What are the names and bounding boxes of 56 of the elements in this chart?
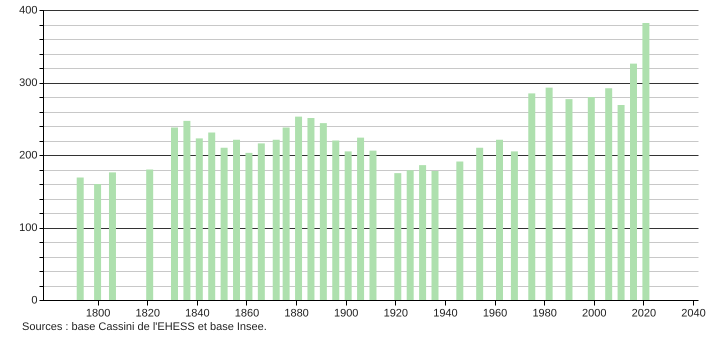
y-tick-label: 0 bbox=[31, 294, 38, 306]
bar bbox=[588, 97, 595, 300]
x-tick-label: 1940 bbox=[433, 308, 458, 320]
x-tick-label: 1840 bbox=[185, 308, 210, 320]
x-tick-label: 1900 bbox=[334, 308, 358, 320]
bar bbox=[220, 148, 228, 300]
bar bbox=[357, 138, 364, 300]
bar bbox=[419, 165, 426, 300]
bar bbox=[208, 132, 216, 300]
x-tick-label: 1920 bbox=[384, 308, 408, 320]
bar bbox=[233, 140, 240, 300]
y-tick-label: 200 bbox=[19, 150, 38, 162]
x-tick-label: 1880 bbox=[284, 308, 309, 320]
bar bbox=[344, 151, 352, 300]
x-tick-label: 1800 bbox=[86, 308, 110, 320]
bar bbox=[432, 170, 439, 300]
bar bbox=[510, 151, 518, 300]
bar bbox=[618, 104, 625, 300]
x-tick-label: 1820 bbox=[135, 308, 160, 320]
bar bbox=[146, 170, 154, 300]
x-tick-label: 1980 bbox=[532, 308, 557, 320]
bar bbox=[565, 99, 572, 300]
y-tick-label: 100 bbox=[19, 222, 38, 234]
bar bbox=[496, 140, 504, 300]
bar bbox=[456, 162, 464, 300]
bar bbox=[332, 140, 340, 300]
bar bbox=[476, 148, 484, 300]
bar bbox=[282, 127, 290, 300]
x-tick-label: 1960 bbox=[482, 308, 508, 320]
bar bbox=[170, 127, 178, 300]
y-tick-label: 300 bbox=[19, 77, 38, 89]
bar bbox=[642, 23, 650, 300]
bar bbox=[406, 170, 414, 300]
bar bbox=[76, 177, 84, 300]
bar bbox=[272, 140, 280, 300]
bar bbox=[258, 143, 265, 300]
bar bbox=[320, 123, 327, 300]
x-tick-label: 1860 bbox=[234, 308, 260, 320]
x-tick-label: 2040 bbox=[681, 308, 706, 320]
bar bbox=[245, 152, 252, 300]
bar bbox=[605, 88, 612, 300]
source-note: Sources : base Cassini de l'EHESS et base Insee. bbox=[22, 321, 267, 333]
bar bbox=[630, 64, 637, 300]
bar bbox=[94, 184, 102, 300]
bar bbox=[369, 150, 376, 300]
x-tick-label: 2020 bbox=[632, 308, 656, 320]
bar bbox=[307, 118, 314, 300]
bar bbox=[196, 138, 203, 300]
bar bbox=[546, 88, 553, 300]
bar bbox=[108, 172, 116, 300]
x-tick-label: 2000 bbox=[582, 308, 607, 320]
bar bbox=[295, 116, 302, 300]
y-tick-label: 400 bbox=[19, 4, 38, 16]
bar bbox=[183, 120, 190, 300]
bar bbox=[528, 93, 536, 300]
bar bbox=[394, 173, 402, 300]
